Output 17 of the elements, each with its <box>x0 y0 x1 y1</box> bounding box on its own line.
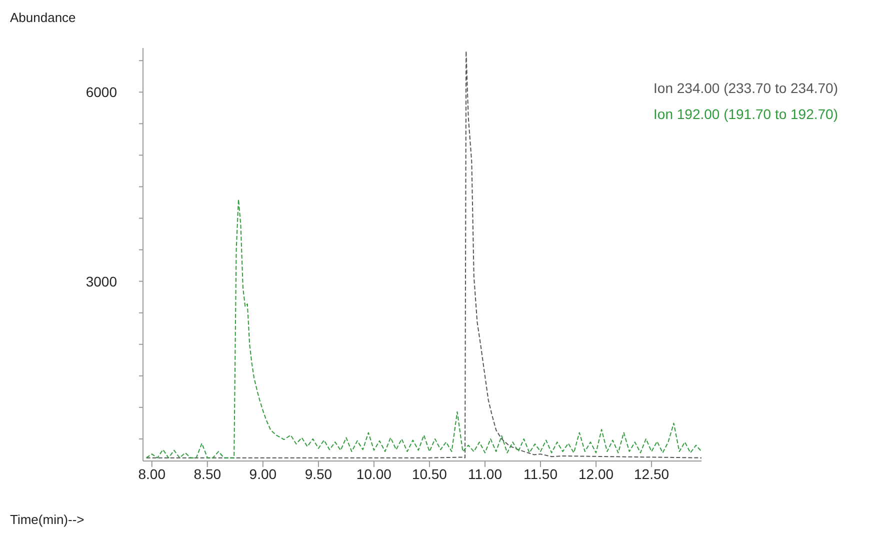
text: Ion 192.00 (191.70 to 192.70) <box>654 106 838 122</box>
x-tick-label: 11.00 <box>468 466 502 482</box>
y-tick-label: 6000 <box>86 84 118 100</box>
x-tick-label: 9.00 <box>249 466 277 482</box>
x-tick-label: 8.00 <box>138 466 166 482</box>
x-tick-label: 12.50 <box>634 466 670 482</box>
x-tick-label: 10.00 <box>356 466 392 482</box>
x-tick-label: 9.50 <box>304 466 332 482</box>
line-series <box>146 198 702 458</box>
x-tick-label: 11.50 <box>524 466 558 482</box>
text: Ion 234.00 (233.70 to 234.70) <box>654 80 838 96</box>
y-tick-label: 3000 <box>86 273 118 290</box>
y-axis-title: Abundance <box>10 10 76 25</box>
x-tick-label: 10.50 <box>412 466 448 482</box>
x-axis-title: Time(min)--> <box>10 512 84 527</box>
x-tick-label: 8.50 <box>194 466 222 482</box>
x-tick-label: 12.00 <box>578 466 614 482</box>
